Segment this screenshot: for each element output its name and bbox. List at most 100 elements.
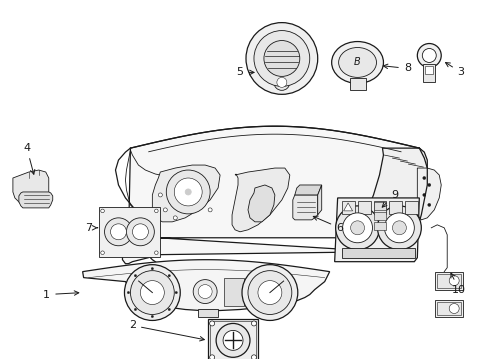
- Polygon shape: [82, 260, 329, 310]
- Text: 5: 5: [236, 67, 254, 77]
- Circle shape: [416, 44, 440, 67]
- Circle shape: [163, 208, 167, 212]
- Circle shape: [158, 193, 162, 197]
- Circle shape: [422, 193, 425, 197]
- Circle shape: [258, 280, 281, 305]
- Polygon shape: [294, 185, 321, 195]
- Circle shape: [101, 209, 104, 213]
- Circle shape: [392, 221, 406, 235]
- Text: 2: 2: [129, 320, 204, 341]
- Circle shape: [448, 276, 458, 285]
- Circle shape: [140, 280, 164, 305]
- Polygon shape: [247, 185, 274, 222]
- Circle shape: [264, 41, 299, 76]
- Circle shape: [276, 77, 286, 87]
- Text: 7: 7: [85, 223, 98, 233]
- Circle shape: [427, 203, 430, 206]
- Circle shape: [216, 323, 249, 357]
- Polygon shape: [367, 148, 427, 235]
- Bar: [434, 272, 462, 289]
- Bar: [99, 207, 160, 257]
- Bar: [374, 202, 386, 210]
- Circle shape: [251, 355, 256, 360]
- Bar: [374, 212, 386, 220]
- Circle shape: [350, 221, 364, 235]
- Ellipse shape: [331, 41, 383, 84]
- Circle shape: [134, 274, 136, 277]
- Text: 9: 9: [382, 190, 397, 207]
- Circle shape: [245, 23, 317, 94]
- Circle shape: [448, 303, 458, 314]
- Bar: [436, 274, 460, 288]
- Text: 1: 1: [43, 289, 79, 300]
- Bar: [423, 64, 434, 82]
- Polygon shape: [416, 168, 440, 220]
- Bar: [436, 302, 460, 315]
- Circle shape: [151, 315, 153, 318]
- Circle shape: [168, 274, 170, 277]
- Circle shape: [124, 265, 180, 320]
- Circle shape: [154, 251, 158, 255]
- Circle shape: [242, 265, 297, 320]
- Circle shape: [101, 251, 104, 255]
- Bar: [224, 278, 244, 306]
- Bar: [341, 248, 414, 258]
- Circle shape: [273, 75, 289, 90]
- Circle shape: [151, 267, 153, 270]
- Bar: [198, 310, 218, 318]
- Circle shape: [342, 213, 372, 243]
- Circle shape: [247, 271, 291, 315]
- Bar: [405, 201, 417, 214]
- Circle shape: [208, 208, 212, 212]
- Circle shape: [110, 224, 126, 240]
- Bar: [373, 201, 386, 214]
- Circle shape: [253, 31, 309, 86]
- Polygon shape: [19, 192, 53, 208]
- Circle shape: [198, 285, 212, 298]
- Bar: [357, 201, 370, 214]
- Bar: [425, 67, 432, 75]
- Polygon shape: [292, 195, 317, 220]
- Circle shape: [130, 271, 174, 315]
- Polygon shape: [152, 165, 220, 222]
- Bar: [434, 300, 462, 318]
- Bar: [210, 321, 255, 359]
- Bar: [374, 222, 386, 230]
- Polygon shape: [334, 198, 419, 262]
- Circle shape: [154, 209, 158, 213]
- Bar: [349, 78, 365, 90]
- Circle shape: [127, 291, 129, 294]
- Bar: [388, 201, 402, 214]
- Circle shape: [422, 176, 425, 180]
- Circle shape: [173, 216, 177, 220]
- Circle shape: [377, 206, 421, 250]
- Circle shape: [384, 213, 413, 243]
- Text: 8: 8: [383, 63, 410, 73]
- Circle shape: [134, 308, 136, 311]
- Circle shape: [132, 224, 148, 240]
- Polygon shape: [343, 203, 352, 211]
- Text: 10: 10: [450, 273, 465, 294]
- Circle shape: [427, 184, 430, 186]
- Text: 4: 4: [23, 143, 35, 174]
- Ellipse shape: [338, 48, 376, 77]
- Bar: [341, 201, 354, 214]
- Polygon shape: [317, 185, 321, 215]
- Text: 3: 3: [445, 63, 464, 77]
- Text: 6: 6: [313, 216, 343, 233]
- Circle shape: [174, 178, 202, 206]
- Circle shape: [335, 206, 379, 250]
- Circle shape: [185, 189, 191, 195]
- Circle shape: [223, 330, 243, 350]
- Circle shape: [193, 280, 217, 303]
- Circle shape: [209, 355, 214, 360]
- Circle shape: [126, 218, 154, 246]
- Circle shape: [175, 291, 177, 294]
- Polygon shape: [122, 126, 424, 264]
- Polygon shape: [13, 170, 49, 205]
- Circle shape: [251, 321, 256, 326]
- Circle shape: [104, 218, 132, 246]
- Circle shape: [166, 170, 210, 214]
- Bar: [208, 319, 258, 360]
- Text: B: B: [353, 58, 360, 67]
